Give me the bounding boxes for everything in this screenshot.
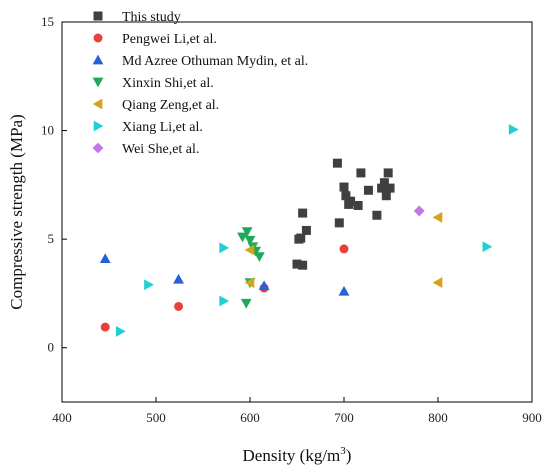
x-axis-title-main: Density (kg/m: [243, 446, 341, 465]
data-point-series-5: [244, 244, 255, 256]
data-point-series-1: [296, 233, 306, 243]
x-tick-label: 600: [240, 410, 260, 425]
data-point-series-6: [219, 242, 230, 254]
legend-label-3: Md Azree Othuman Mydin, et al.: [122, 54, 308, 69]
data-point-series-1: [334, 218, 344, 228]
data-point-series-3: [338, 285, 350, 296]
x-tick-label: 800: [428, 410, 448, 425]
legend-label-4: Xinxin Shi,et al.: [122, 76, 214, 91]
data-point-series-1: [332, 158, 342, 168]
data-point-series-3: [258, 280, 270, 291]
data-point-series-1: [298, 208, 308, 218]
legend-label-6: Xiang Li,et al.: [122, 120, 203, 135]
data-point-series-5: [432, 277, 443, 288]
legend-marker-5: [92, 98, 103, 110]
y-tick-label: 5: [48, 231, 55, 246]
legend-label-2: Pengwei Li,et al.: [122, 32, 217, 47]
legend-marker-2: [93, 33, 103, 43]
data-point-series-2: [174, 301, 184, 311]
data-point-series-3: [173, 273, 184, 284]
x-tick-label: 400: [52, 410, 72, 425]
x-axis-title-superscript: 3: [340, 445, 346, 457]
data-point-series-1: [379, 178, 389, 188]
x-tick-label: 700: [334, 410, 354, 425]
legend-label-1: This study: [122, 10, 181, 25]
data-point-series-1: [301, 225, 311, 235]
data-point-series-6: [508, 124, 519, 135]
data-point-series-1: [292, 259, 302, 269]
data-point-series-1: [298, 260, 308, 270]
y-tick-label: 10: [41, 123, 54, 138]
y-tick-label: 15: [41, 14, 54, 29]
legend-marker-4: [92, 77, 104, 88]
data-point-series-3: [99, 253, 111, 264]
legend-marker-6: [93, 120, 104, 132]
data-point-series-5: [432, 212, 443, 223]
data-point-series-4: [244, 235, 256, 246]
data-point-series-2: [339, 244, 349, 254]
legend-label-7: Wei She,et al.: [122, 142, 199, 157]
data-point-series-2: [100, 322, 110, 332]
axis-ticks: 400 500 600 700 800 900 0 5 10 15: [41, 14, 542, 425]
x-axis-title: Density (kg/m3): [243, 445, 352, 465]
plot-frame: [61, 21, 533, 403]
x-tick-label: 500: [146, 410, 166, 425]
data-point-series-4: [237, 232, 248, 243]
legend: This study Pengwei Li,et al. Md Azree Othu…: [92, 10, 308, 157]
y-tick-label: 0: [48, 340, 55, 355]
legend-label-5: Qiang Zeng,et al.: [122, 98, 219, 113]
data-point-series-1: [385, 183, 395, 193]
x-axis-title-suffix: ): [346, 446, 352, 465]
data-point-series-1: [381, 191, 391, 201]
data-point-series-5: [244, 277, 255, 288]
legend-marker-1: [93, 11, 103, 21]
data-point-series-1: [346, 196, 356, 206]
data-point-series-4: [241, 227, 253, 237]
data-point-series-1: [372, 210, 382, 220]
data-point-series-4: [240, 298, 252, 309]
data-point-series-1: [383, 168, 393, 178]
data-point-series-1: [377, 183, 387, 193]
data-point-series-6: [219, 295, 230, 307]
data-point-series-7: [413, 205, 425, 217]
data-point-series-1: [341, 191, 351, 201]
data-point-series-4: [254, 252, 265, 262]
legend-marker-3: [92, 54, 104, 65]
data-point-series-1: [363, 185, 373, 195]
data-point-series-1: [353, 200, 363, 210]
y-axis-title: Compressive strength (MPa): [7, 114, 26, 309]
data-point-series-1: [339, 182, 349, 192]
x-tick-label: 900: [522, 410, 542, 425]
data-points: [99, 124, 519, 337]
data-point-series-1: [356, 168, 366, 178]
data-point-series-6: [482, 241, 493, 253]
data-point-series-6: [115, 326, 126, 337]
legend-marker-7: [92, 142, 104, 154]
data-point-series-6: [144, 279, 154, 291]
